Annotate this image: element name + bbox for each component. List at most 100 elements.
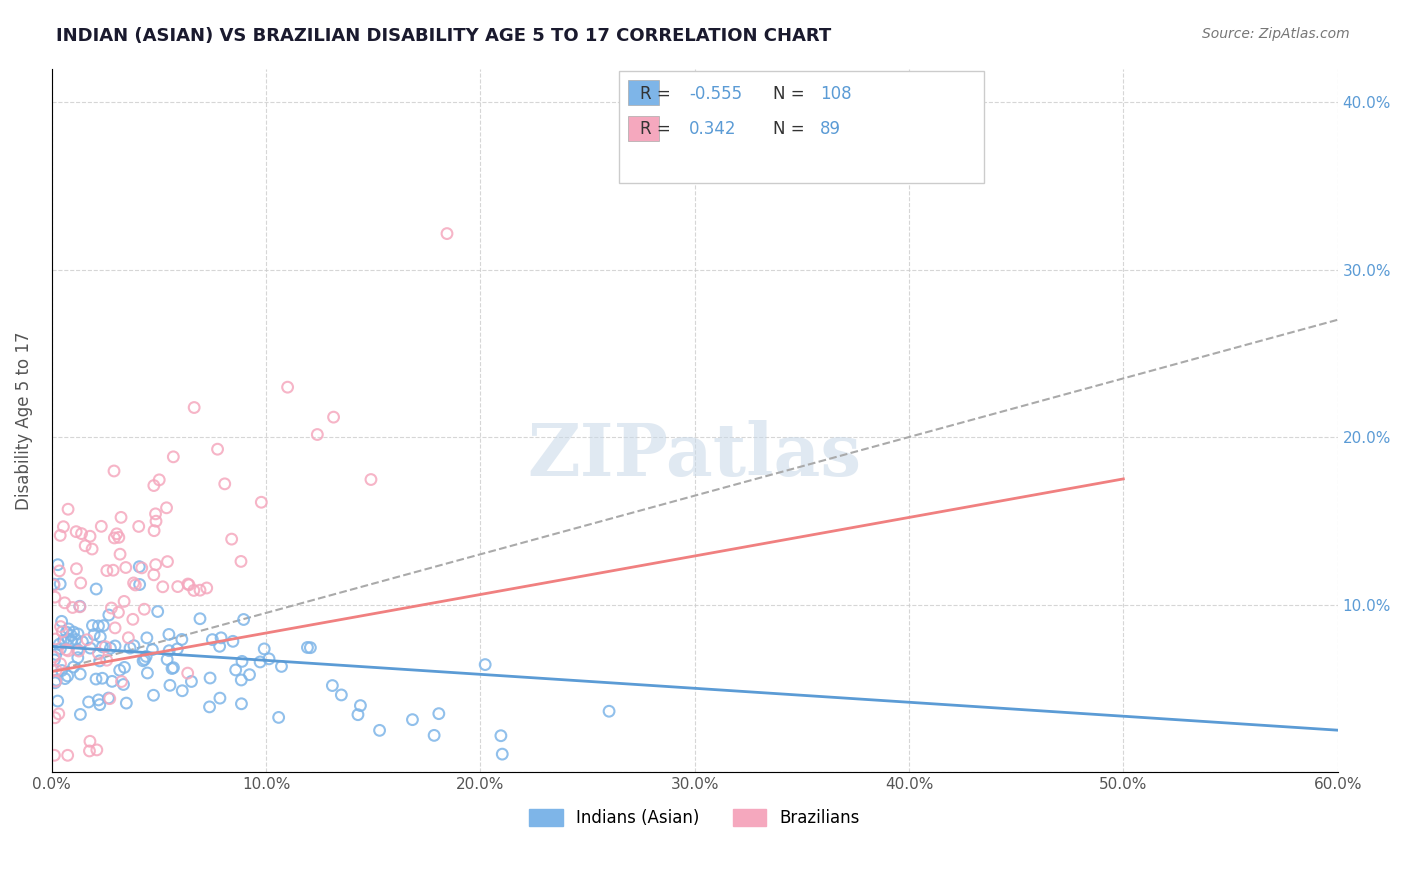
- Point: [96, 653, 118, 667]
- Text: 0.342: 0.342: [689, 120, 737, 138]
- Point: [82, 618, 104, 632]
- Point: [79, 734, 101, 748]
- Point: [103, 531, 125, 545]
- Point: [195, 581, 218, 595]
- Point: [46, 558, 69, 572]
- Point: [474, 657, 496, 672]
- Legend: Indians (Asian), Brazilians: Indians (Asian), Brazilians: [523, 803, 866, 834]
- Point: [62, 600, 84, 615]
- Point: [56, 502, 79, 516]
- Text: N =: N =: [773, 120, 810, 138]
- Point: [152, 580, 174, 594]
- Point: [231, 673, 253, 687]
- Point: [45, 674, 67, 689]
- Point: [76, 632, 98, 647]
- Point: [145, 558, 167, 572]
- Point: [56, 669, 79, 683]
- Point: [141, 642, 163, 657]
- Point: [49, 657, 72, 671]
- Point: [267, 710, 290, 724]
- Point: [112, 594, 135, 608]
- Y-axis label: Disability Age 5 to 17: Disability Age 5 to 17: [15, 331, 32, 509]
- Point: [208, 691, 231, 706]
- Point: [56, 632, 79, 647]
- Point: [44, 675, 66, 690]
- Point: [56, 748, 79, 763]
- Point: [222, 634, 245, 648]
- Point: [598, 704, 620, 718]
- Point: [368, 723, 391, 738]
- Point: [146, 605, 169, 619]
- Text: -0.555: -0.555: [689, 85, 742, 103]
- Point: [66, 650, 89, 665]
- Point: [257, 652, 280, 666]
- Point: [427, 706, 450, 721]
- Point: [209, 631, 232, 645]
- Point: [65, 632, 87, 647]
- Point: [188, 612, 211, 626]
- Point: [221, 532, 243, 546]
- Point: [55, 642, 77, 657]
- Point: [77, 695, 100, 709]
- Point: [58, 622, 80, 636]
- Point: [270, 659, 292, 673]
- Point: [90, 519, 112, 533]
- Point: [148, 473, 170, 487]
- Point: [89, 654, 111, 668]
- Point: [94, 640, 117, 654]
- Point: [104, 639, 127, 653]
- Point: [46, 694, 69, 708]
- Text: ZIPatlas: ZIPatlas: [527, 420, 862, 491]
- Point: [157, 643, 180, 657]
- Point: [65, 562, 87, 576]
- Point: [66, 642, 89, 657]
- Point: [155, 500, 177, 515]
- Point: [214, 476, 236, 491]
- Point: [101, 674, 124, 689]
- Point: [198, 699, 221, 714]
- Point: [104, 621, 127, 635]
- Point: [349, 698, 371, 713]
- Point: [231, 654, 253, 668]
- Point: [114, 660, 136, 674]
- Text: R =: R =: [640, 85, 676, 103]
- Point: [131, 561, 153, 575]
- Point: [49, 619, 72, 633]
- Point: [51, 615, 73, 629]
- Point: [107, 606, 129, 620]
- Point: [118, 640, 141, 655]
- Point: [44, 653, 66, 667]
- Point: [55, 625, 77, 640]
- Point: [69, 576, 91, 591]
- Point: [166, 580, 188, 594]
- Point: [89, 630, 111, 644]
- Point: [100, 601, 122, 615]
- Point: [103, 464, 125, 478]
- Point: [97, 608, 120, 623]
- Point: [62, 625, 84, 640]
- Point: [69, 599, 91, 614]
- Point: [183, 583, 205, 598]
- Point: [84, 582, 107, 596]
- Point: [53, 672, 76, 686]
- Point: [96, 564, 118, 578]
- Point: [89, 698, 111, 712]
- Point: [208, 640, 231, 654]
- Point: [69, 667, 91, 681]
- Point: [156, 652, 179, 666]
- Point: [49, 528, 72, 542]
- Point: [229, 554, 252, 568]
- Point: [136, 665, 159, 680]
- Point: [134, 602, 156, 616]
- Point: [135, 649, 157, 664]
- Point: [134, 652, 156, 666]
- Point: [65, 524, 87, 539]
- Point: [97, 691, 120, 706]
- Point: [277, 380, 299, 394]
- Point: [157, 627, 180, 641]
- Point: [44, 711, 66, 725]
- Point: [45, 648, 67, 662]
- Point: [105, 526, 128, 541]
- Point: [122, 576, 145, 591]
- Point: [307, 427, 329, 442]
